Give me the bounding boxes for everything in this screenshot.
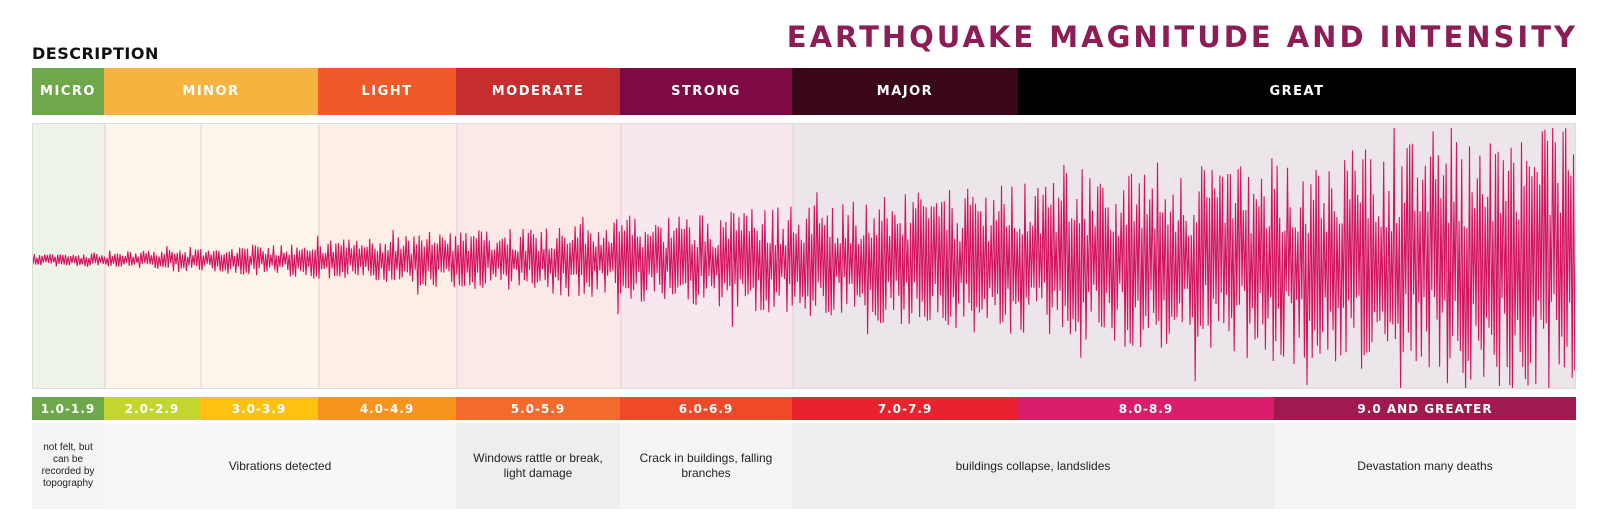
class-band-great: GREAT [1018,68,1576,115]
magnitude-range-8: 8.0-8.9 [1018,397,1274,420]
class-band-moderate: MODERATE [456,68,620,115]
seismic-waveform [33,124,1575,388]
class-band-minor: MINOR [104,68,318,115]
class-band-major: MAJOR [792,68,1018,115]
magnitude-range-6: 6.0-6.9 [620,397,792,420]
magnitude-range-2: 2.0-2.9 [104,397,200,420]
effect-strong: Crack in buildings, falling branches [620,423,792,509]
magnitude-scale-bar: 1.0-1.9 2.0-2.9 3.0-3.9 4.0-4.9 5.0-5.9 … [32,397,1576,420]
magnitude-range-7: 7.0-7.9 [792,397,1018,420]
magnitude-range-9: 9.0 AND GREATER [1274,397,1576,420]
magnitude-range-5: 5.0-5.9 [456,397,620,420]
effect-micro: not felt, but can be recorded by topogra… [32,423,104,509]
class-band-strong: STRONG [620,68,792,115]
effect-minor-light: Vibrations detected [104,423,456,509]
magnitude-range-4: 4.0-4.9 [318,397,456,420]
waveform-line [33,127,1575,388]
section-subtitle: DESCRIPTION [32,44,159,63]
magnitude-range-3: 3.0-3.9 [200,397,318,420]
page-title: EARTHQUAKE MAGNITUDE AND INTENSITY [786,20,1578,54]
effects-description-row: not felt, but can be recorded by topogra… [32,423,1576,509]
magnitude-range-1: 1.0-1.9 [32,397,104,420]
effect-moderate: Windows rattle or break, light damage [456,423,620,509]
intensity-class-bar: MICRO MINOR LIGHT MODERATE STRONG MAJOR … [32,68,1576,115]
effect-extreme: Devastation many deaths [1274,423,1576,509]
class-band-light: LIGHT [318,68,456,115]
effect-major-great: buildings collapse, landslides [792,423,1274,509]
class-band-micro: MICRO [32,68,104,115]
seismic-wave-panel [32,123,1576,389]
